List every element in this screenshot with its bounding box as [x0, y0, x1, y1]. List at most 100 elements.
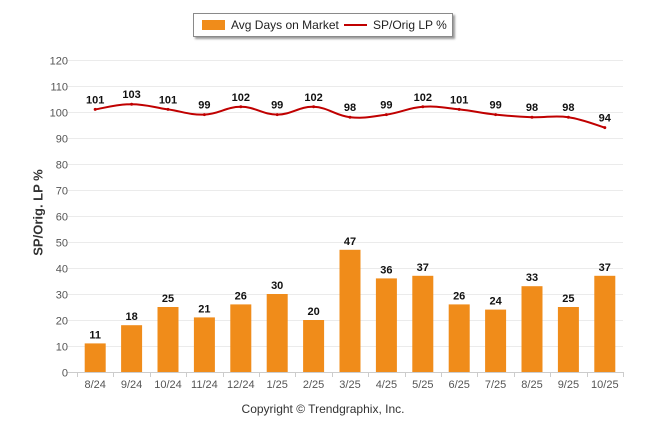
- x-tick-label: 2/25: [303, 379, 324, 391]
- bar[interactable]: [375, 278, 397, 372]
- bar[interactable]: [121, 325, 143, 372]
- bar[interactable]: [485, 309, 507, 372]
- bar-value-label: 25: [162, 293, 174, 305]
- line-value-label: 99: [380, 100, 392, 112]
- x-tick-label: 8/24: [84, 379, 105, 391]
- line-series: [93, 102, 607, 130]
- line-point[interactable]: [166, 107, 170, 111]
- line-point[interactable]: [202, 113, 206, 117]
- y-tick-label: 90: [56, 134, 68, 146]
- bar-series: [84, 249, 616, 372]
- copyright-text: Copyright © Trendgraphix, Inc.: [241, 402, 405, 416]
- line-point[interactable]: [421, 105, 425, 109]
- legend-line-swatch: [344, 24, 367, 26]
- line-value-label: 98: [562, 102, 574, 114]
- y-tick-label: 120: [50, 56, 68, 68]
- bar-value-label: 33: [526, 272, 538, 284]
- bar-value-label: 36: [380, 264, 392, 276]
- line-point[interactable]: [130, 102, 134, 106]
- legend-label: Avg Days on Market: [231, 18, 339, 32]
- legend-item-sp-orig-lp[interactable]: SP/Orig LP %: [344, 14, 447, 36]
- bar-value-label: 30: [271, 280, 283, 292]
- x-tick-label: 8/25: [521, 379, 542, 391]
- x-tick-label: 1/25: [266, 379, 287, 391]
- line-value-label: 101: [450, 94, 468, 106]
- bar[interactable]: [557, 307, 579, 372]
- y-tick-label: 110: [50, 82, 68, 94]
- line-value-label: 102: [304, 92, 322, 104]
- bar-value-label: 20: [307, 306, 319, 318]
- line-data-labels: 101 103 101 99 102 99 102 98 99 102 101 99 98 98 94: [86, 89, 612, 124]
- y-axis-title: SP/Orig. LP %: [30, 169, 46, 256]
- bar-data-labels: 11 18 25 21 26 30 20 47 36 37 26 24 33 25 37: [89, 236, 611, 342]
- legend-item-days-on-market[interactable]: Avg Days on Market: [202, 14, 339, 36]
- bar-value-label: 26: [235, 290, 247, 302]
- bar[interactable]: [157, 307, 179, 372]
- line-value-label: 102: [232, 92, 250, 104]
- legend: Avg Days on Market SP/Orig LP %: [193, 13, 453, 37]
- line-point[interactable]: [384, 113, 388, 117]
- bar[interactable]: [594, 275, 616, 372]
- line-value-label: 101: [86, 94, 104, 106]
- x-tick-label: 12/24: [227, 379, 255, 391]
- line-value-label: 98: [526, 102, 538, 114]
- line-value-label: 101: [159, 94, 177, 106]
- line-value-label: 102: [414, 92, 432, 104]
- bar[interactable]: [521, 286, 543, 372]
- line-value-label: 99: [489, 100, 501, 112]
- bar[interactable]: [303, 320, 325, 372]
- y-tick-label: 20: [56, 316, 68, 328]
- line-point[interactable]: [603, 126, 607, 130]
- y-tick-label: 70: [56, 186, 68, 198]
- legend-label: SP/Orig LP %: [373, 18, 447, 32]
- line-value-label: 98: [344, 102, 356, 114]
- y-tick-label: 80: [56, 160, 68, 172]
- bar[interactable]: [339, 249, 361, 372]
- line-point[interactable]: [348, 115, 352, 119]
- bar-value-label: 24: [489, 296, 502, 308]
- bar-value-label: 11: [89, 329, 101, 341]
- x-tick-label: 7/25: [485, 379, 506, 391]
- x-tick-label: 9/25: [558, 379, 579, 391]
- line-value-label: 103: [122, 89, 140, 101]
- line-value-label: 99: [198, 100, 210, 112]
- line-point[interactable]: [457, 107, 461, 111]
- legend-bar-swatch: [202, 20, 225, 30]
- line-point[interactable]: [312, 105, 316, 109]
- bar[interactable]: [266, 294, 288, 372]
- y-tick-label: 40: [56, 264, 68, 276]
- line-point[interactable]: [93, 107, 97, 111]
- y-tick-label: 100: [50, 108, 68, 120]
- x-tick-label: 3/25: [339, 379, 360, 391]
- y-tick-label: 50: [56, 238, 68, 250]
- x-tick-label: 5/25: [412, 379, 433, 391]
- line-point[interactable]: [566, 115, 570, 119]
- line-point[interactable]: [239, 105, 243, 109]
- x-tick-label: 4/25: [376, 379, 397, 391]
- line-point[interactable]: [494, 113, 498, 117]
- bar[interactable]: [193, 317, 215, 372]
- bar-value-label: 18: [125, 311, 137, 323]
- x-tick-label: 6/25: [448, 379, 469, 391]
- bar[interactable]: [230, 304, 252, 372]
- y-tick-label: 60: [56, 212, 68, 224]
- y-axis-ticks: 0 10 20 30 40 50 60 70 80 90 100 110 120: [50, 56, 68, 380]
- x-tick-label: 11/24: [191, 379, 218, 391]
- x-axis: 8/24 9/24 10/24 11/24 12/24 1/25 2/25 3/25 4/25 5…: [77, 372, 624, 391]
- bar-value-label: 21: [198, 303, 210, 315]
- bar-value-label: 37: [417, 262, 429, 274]
- bar[interactable]: [448, 304, 470, 372]
- line-value-label: 99: [271, 100, 283, 112]
- x-tick-label: 9/24: [121, 379, 142, 391]
- line-value-label: 94: [599, 113, 612, 125]
- line-point[interactable]: [530, 115, 534, 119]
- line-point[interactable]: [275, 113, 279, 117]
- x-tick-label: 10/24: [154, 379, 182, 391]
- bar[interactable]: [412, 275, 434, 372]
- bar[interactable]: [84, 343, 106, 372]
- y-tick-label: 30: [56, 290, 68, 302]
- y-tick-label: 0: [62, 368, 68, 380]
- y-tick-label: 10: [56, 342, 68, 354]
- bar-value-label: 47: [344, 236, 356, 248]
